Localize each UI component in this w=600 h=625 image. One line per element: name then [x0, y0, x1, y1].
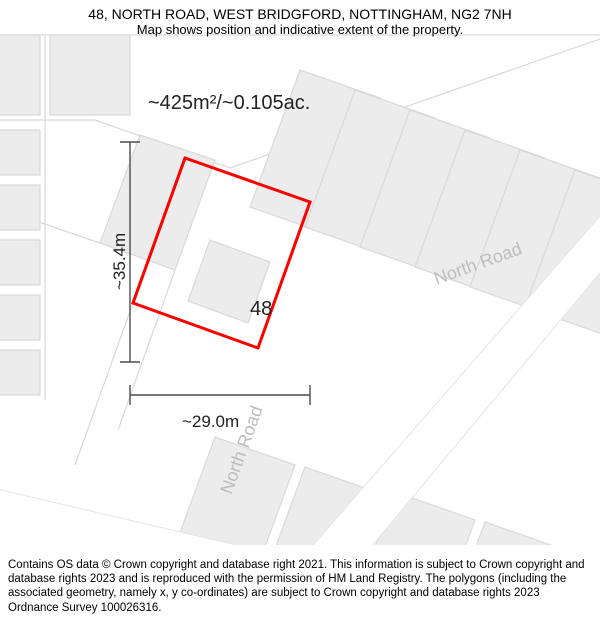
area-label: ~425m²/~0.105ac. [148, 92, 310, 115]
plot-number: 48 [250, 298, 272, 321]
dimension-vertical-label: ~35.4m [110, 233, 130, 290]
footer-copyright: Contains OS data © Crown copyright and d… [0, 551, 600, 625]
page-title: 48, NORTH ROAD, WEST BRIDGFORD, NOTTINGH… [10, 6, 590, 22]
page-subtitle: Map shows position and indicative extent… [10, 22, 590, 37]
dimension-horizontal-label: ~29.0m [182, 412, 239, 432]
map-area: ~425m²/~0.105ac. ~35.4m ~29.0m 48 North … [0, 0, 600, 545]
header: 48, NORTH ROAD, WEST BRIDGFORD, NOTTINGH… [0, 0, 600, 39]
map-svg [0, 0, 600, 545]
